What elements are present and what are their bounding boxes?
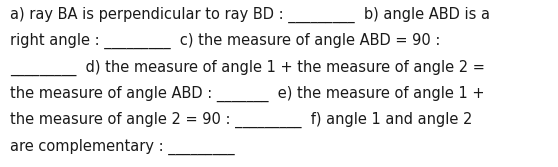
Text: the measure of angle ABD : _______  e) the measure of angle 1 +: the measure of angle ABD : _______ e) th… [10,86,484,102]
Text: _________  d) the measure of angle 1 + the measure of angle 2 =: _________ d) the measure of angle 1 + th… [10,59,485,76]
Text: the measure of angle 2 = 90 : _________  f) angle 1 and angle 2: the measure of angle 2 = 90 : _________ … [10,112,473,128]
Text: right angle : _________  c) the measure of angle ABD = 90 :: right angle : _________ c) the measure o… [10,33,440,49]
Text: a) ray BA is perpendicular to ray BD : _________  b) angle ABD is a: a) ray BA is perpendicular to ray BD : _… [10,7,490,23]
Text: are complementary : _________: are complementary : _________ [10,139,235,155]
